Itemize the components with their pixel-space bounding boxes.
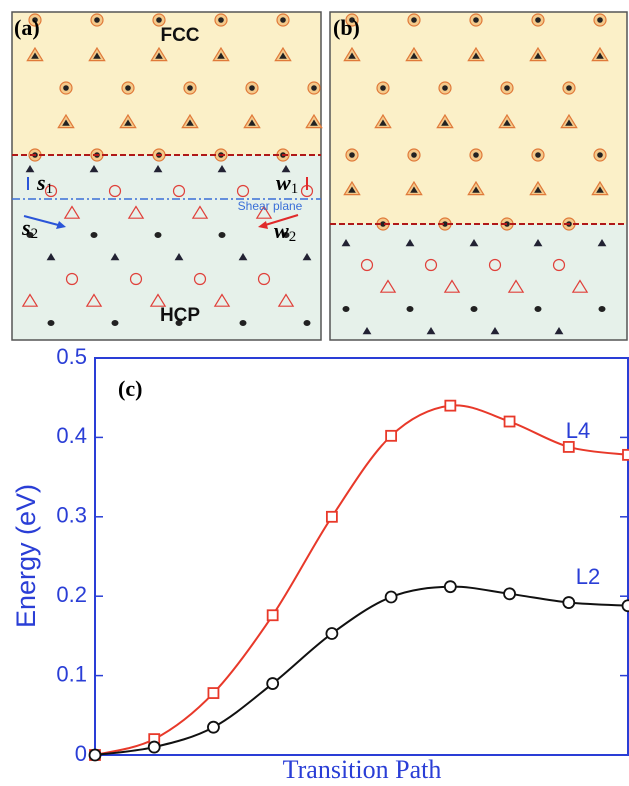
hcp-region (330, 224, 627, 340)
data-point (564, 442, 574, 452)
data-point (623, 600, 629, 611)
data-point (563, 597, 574, 608)
series-line (95, 405, 628, 755)
fcc-atom-core (187, 85, 193, 91)
symbol: s (21, 215, 31, 240)
fcc-atom-core (311, 85, 317, 91)
shear-plane-label: Shear plane (238, 199, 303, 213)
fcc-atom-core (280, 17, 286, 23)
fcc-atom-core (63, 85, 69, 91)
y-axis-label: Energy (eV) (11, 484, 41, 628)
symbol: s (36, 170, 46, 195)
data-point (268, 610, 278, 620)
fcc-atom-core (94, 17, 100, 23)
hcp-atom (155, 232, 162, 238)
data-point (208, 688, 218, 698)
series-line (95, 587, 628, 755)
hcp-atom (407, 306, 414, 312)
fcc-atom-core (442, 85, 448, 91)
atom-diagrams (12, 12, 627, 340)
fcc-atom-core (566, 85, 572, 91)
data-point (326, 628, 337, 639)
data-point (505, 417, 515, 427)
phase-label: FCC (160, 25, 199, 46)
fcc-atom-core (411, 152, 417, 158)
y-tick-label: 0.2 (56, 582, 87, 607)
y-tick-label: 0.3 (56, 503, 87, 528)
data-point (327, 512, 337, 522)
hcp-atom (240, 320, 247, 326)
symbol: w (274, 218, 289, 243)
fcc-atom-core (597, 152, 603, 158)
panel-label: (c) (118, 376, 142, 401)
fcc-atom-core (597, 17, 603, 23)
data-point (504, 588, 515, 599)
series-label: L2 (576, 564, 600, 589)
fcc-atom-core (125, 85, 131, 91)
y-tick-label: 0.1 (56, 661, 87, 686)
data-point (267, 678, 278, 689)
hcp-atom (304, 320, 311, 326)
fcc-atom-core (349, 152, 355, 158)
subscript: 2 (31, 226, 39, 242)
fcc-atom-core (473, 17, 479, 23)
energy-chart: (c) Energy (eV) Transition Path 0 0.1 0.2 0… (11, 344, 629, 784)
fcc-atom-core (411, 17, 417, 23)
fcc-atom-core (380, 85, 386, 91)
series-label: L4 (566, 418, 590, 443)
symbol: w (276, 170, 291, 195)
data-point (149, 742, 160, 753)
figure: (a) (b) FCC HCP Shear plane s1 w1 s2 w2 … (0, 0, 629, 786)
fcc-atom-core (535, 17, 541, 23)
fcc-atom-core (504, 85, 510, 91)
hcp-atom (112, 320, 119, 326)
data-point (208, 722, 219, 733)
subscript: 1 (46, 181, 54, 197)
hcp-atom (219, 232, 226, 238)
hcp-atom (343, 306, 350, 312)
data-point (386, 591, 397, 602)
fcc-atom-core (218, 17, 224, 23)
data-point (445, 581, 456, 592)
y-tick-label: 0.5 (56, 344, 87, 369)
data-point (386, 431, 396, 441)
data-point (445, 401, 455, 411)
data-point (623, 450, 629, 460)
hcp-atom (599, 306, 606, 312)
plot-frame (95, 358, 628, 755)
fcc-atom-core (249, 85, 255, 91)
y-tick-label: 0.4 (56, 423, 87, 448)
fcc-atom-core (473, 152, 479, 158)
subscript: 2 (289, 229, 297, 245)
panel-label: (b) (333, 15, 360, 40)
data-point (90, 750, 101, 761)
page: {"diagram": { "panel_a": {"label": "(a)"… (0, 0, 629, 786)
y-tick-label: 0 (75, 741, 87, 766)
fcc-atom-core (535, 152, 541, 158)
subscript: 1 (291, 181, 299, 197)
fcc-atom-core (156, 17, 162, 23)
x-axis-label: Transition Path (283, 755, 442, 784)
panel-label: (a) (14, 15, 40, 40)
phase-label: HCP (160, 305, 200, 326)
hcp-atom (471, 306, 478, 312)
hcp-atom (535, 306, 542, 312)
hcp-atom (48, 320, 55, 326)
hcp-atom (91, 232, 98, 238)
